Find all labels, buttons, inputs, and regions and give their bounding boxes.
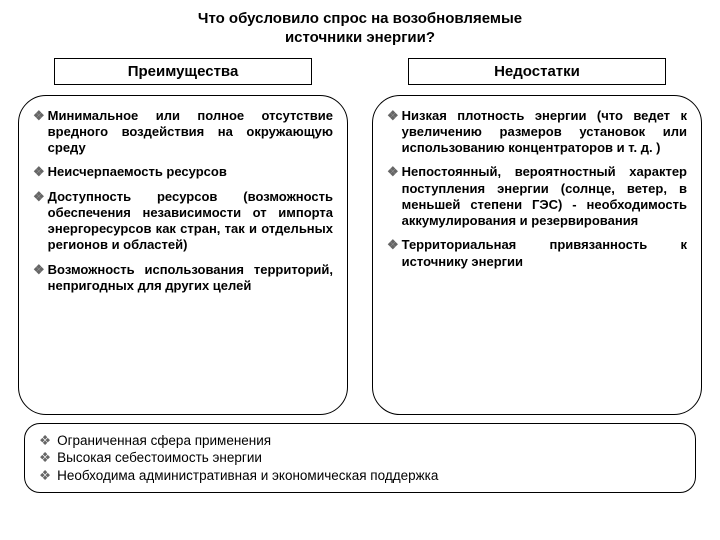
item-text: Минимальное или полное отсутствие вредно… — [48, 108, 333, 157]
list-item: ❖ Территориальная привязанность к источн… — [387, 237, 687, 270]
list-item: ❖ Необходима административная и экономич… — [39, 467, 681, 485]
item-text: Территориальная привязанность к источник… — [402, 237, 687, 270]
diamond-bullet-icon: ❖ — [387, 164, 399, 229]
item-text: Необходима административная и экономичес… — [57, 467, 438, 485]
item-text: Возможность использования территорий, не… — [48, 262, 333, 295]
title-line1: Что обусловило спрос на возобновляемые — [198, 10, 522, 27]
diamond-bullet-icon: ❖ — [33, 189, 45, 254]
columns-wrapper: Преимущества ❖ Минимальное или полное от… — [18, 58, 702, 415]
list-item: ❖ Минимальное или полное отсутствие вред… — [33, 108, 333, 157]
title-line2: источники энергии? — [285, 29, 435, 46]
list-item: ❖ Высокая себестоимость энергии — [39, 449, 681, 467]
disadvantages-header: Недостатки — [408, 58, 665, 85]
advantages-header: Преимущества — [54, 58, 311, 85]
item-text: Непостоянный, вероятностный характер пос… — [402, 164, 687, 229]
diamond-bullet-icon: ❖ — [33, 262, 45, 295]
item-text: Неисчерпаемость ресурсов — [48, 164, 333, 180]
disadvantages-column: Недостатки ❖ Низкая плотность энергии (ч… — [372, 58, 702, 415]
item-text: Высокая себестоимость энергии — [57, 449, 262, 467]
list-item: ❖ Непостоянный, вероятностный характер п… — [387, 164, 687, 229]
diamond-bullet-icon: ❖ — [39, 432, 51, 450]
diamond-bullet-icon: ❖ — [33, 164, 45, 180]
diamond-bullet-icon: ❖ — [39, 467, 51, 485]
item-text: Низкая плотность энергии (что ведет к ув… — [402, 108, 687, 157]
diamond-bullet-icon: ❖ — [39, 449, 51, 467]
bottom-panel: ❖ Ограниченная сфера применения ❖ Высока… — [24, 423, 696, 494]
list-item: ❖ Возможность использования территорий, … — [33, 262, 333, 295]
diamond-bullet-icon: ❖ — [387, 237, 399, 270]
disadvantages-panel: ❖ Низкая плотность энергии (что ведет к … — [372, 95, 702, 415]
item-text: Доступность ресурсов (возможность обеспе… — [48, 189, 333, 254]
advantages-panel: ❖ Минимальное или полное отсутствие вред… — [18, 95, 348, 415]
page-title: Что обусловило спрос на возобновляемые и… — [18, 10, 702, 48]
advantages-column: Преимущества ❖ Минимальное или полное от… — [18, 58, 348, 415]
list-item: ❖ Низкая плотность энергии (что ведет к … — [387, 108, 687, 157]
item-text: Ограниченная сфера применения — [57, 432, 271, 450]
diamond-bullet-icon: ❖ — [33, 108, 45, 157]
list-item: ❖ Доступность ресурсов (возможность обес… — [33, 189, 333, 254]
diamond-bullet-icon: ❖ — [387, 108, 399, 157]
list-item: ❖ Ограниченная сфера применения — [39, 432, 681, 450]
list-item: ❖ Неисчерпаемость ресурсов — [33, 164, 333, 180]
